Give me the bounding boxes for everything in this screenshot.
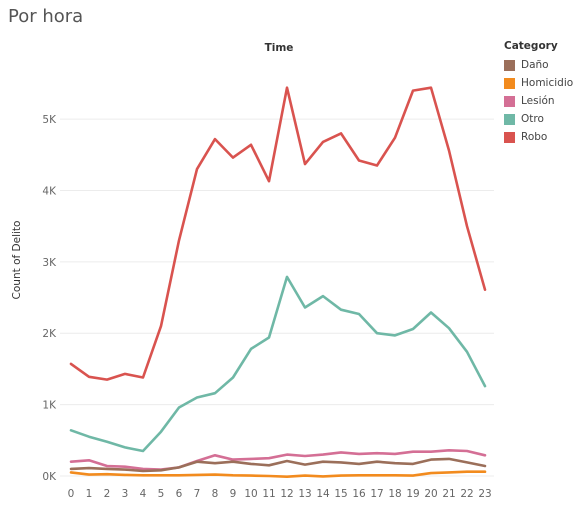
series-line-daño [69,457,487,473]
x-tick-label: 22 [460,488,473,500]
legend-items: Daño Homicidio Lesión Otro Robo [504,56,573,146]
x-tick-label: 8 [212,488,219,500]
page-title: Por hora [8,6,84,27]
y-tick-label: 3K [42,257,57,269]
legend-swatch [504,113,515,125]
x-tick-label: 4 [140,488,147,500]
y-tick-label: 5K [42,114,57,126]
x-tick-label: 19 [406,488,419,500]
legend-label: Homicidio [521,77,574,89]
x-tick-label: 5 [158,488,165,500]
column-header: Time [265,42,294,54]
legend-item[interactable]: Lesión [504,92,573,110]
series-line-robo [69,86,487,381]
legend: Category Daño Homicidio Lesión Otro Robo [504,40,573,146]
y-axis-label: Count of Delito [11,221,23,300]
y-tick-label: 2K [42,328,57,340]
legend-label: Otro [521,113,544,125]
x-tick-label: 16 [352,488,366,500]
x-tick-label: 3 [122,488,129,500]
x-tick-label: 2 [104,488,111,500]
legend-swatch [504,95,515,107]
x-tick-label: 23 [478,488,491,500]
legend-item[interactable]: Daño [504,56,573,74]
x-tick-label: 7 [194,488,201,500]
x-tick-label: 0 [68,488,75,500]
y-tick-label: 4K [42,185,57,197]
x-tick-label: 18 [388,488,401,500]
x-tick-label: 11 [262,488,275,500]
y-tick-label: 1K [42,400,57,412]
x-tick-label: 14 [316,488,330,500]
series-lines [69,86,487,479]
gridlines [60,118,494,477]
legend-swatch [504,77,515,89]
x-tick-label: 21 [442,488,455,500]
x-tick-label: 12 [280,488,293,500]
x-tick-label: 1 [86,488,93,500]
series-line-otro [69,275,487,453]
x-tick-label: 10 [244,488,257,500]
legend-item[interactable]: Homicidio [504,74,573,92]
x-axis-ticks: 0 1 2 3 4 5 6 7 8 9 10 11 12 13 14 15 16 17 18 19 20 21 22 23 [68,488,492,500]
x-tick-label: 15 [334,488,347,500]
x-tick-label: 6 [176,488,183,500]
legend-title: Category [504,40,558,52]
y-tick-label: 0K [42,471,57,483]
legend-item[interactable]: Robo [504,128,573,146]
legend-swatch [504,59,515,71]
y-axis-ticks: 0K 1K 2K 3K 4K 5K [42,114,57,483]
legend-item[interactable]: Otro [504,110,573,128]
x-tick-label: 17 [370,488,383,500]
x-tick-label: 9 [230,488,237,500]
legend-swatch [504,131,515,143]
x-tick-label: 20 [424,488,437,500]
series-line-lesión [69,448,487,471]
legend-label: Lesión [521,95,555,107]
series-line-homicidio [69,470,487,479]
legend-label: Daño [521,59,549,71]
x-tick-label: 13 [298,488,311,500]
legend-label: Robo [521,131,548,143]
